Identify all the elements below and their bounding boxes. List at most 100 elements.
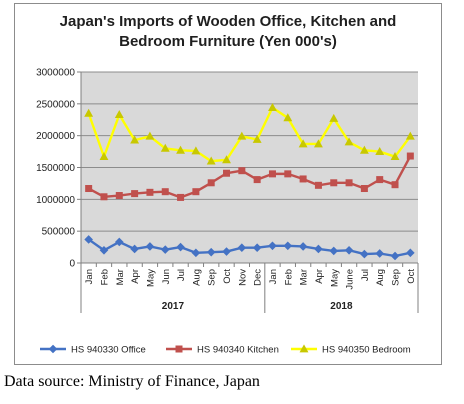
data-point: [268, 170, 276, 178]
x-tick-label: June: [345, 269, 356, 290]
x-tick-label: Sep: [391, 269, 402, 286]
data-point: [145, 131, 155, 140]
data-point: [84, 235, 93, 244]
data-point: [298, 242, 308, 251]
x-tick-label: Nov: [237, 269, 248, 286]
data-point: [237, 243, 247, 253]
data-point: [376, 176, 384, 184]
data-point: [176, 242, 185, 252]
x-tick-label: Jun: [161, 269, 172, 284]
data-point: [160, 245, 170, 254]
x-tick-label: Aug: [191, 269, 202, 286]
data-point: [359, 145, 369, 154]
data-point: [268, 241, 277, 251]
legend: HS 940330 Office HS 940340 Kitchen HS 9403…: [40, 344, 411, 356]
y-tick-label: 500000: [42, 227, 76, 238]
x-tick-label: May: [329, 269, 340, 287]
legend-item: HS 940350 Bedroom: [291, 344, 411, 356]
data-point: [222, 155, 231, 164]
x-tick-label: Oct: [222, 269, 233, 284]
year-group-label: 2017: [162, 301, 185, 312]
data-point: [283, 241, 293, 251]
data-point: [130, 135, 140, 144]
data-point: [375, 249, 385, 258]
data-point: [360, 249, 369, 259]
x-tick-label: May: [145, 269, 156, 287]
x-tick-label: Oct: [406, 269, 417, 284]
series-layer: [84, 103, 415, 261]
data-point: [329, 246, 339, 256]
data-point: [99, 245, 109, 255]
chart-title: Japan's Imports of Wooden Office, Kitche…: [14, 12, 442, 52]
chart-title-line-1: Japan's Imports of Wooden Office, Kitche…: [59, 13, 397, 30]
legend-label: HS 940350 Bedroom: [322, 345, 411, 356]
data-point: [345, 179, 353, 187]
data-point: [223, 169, 231, 177]
x-tick-label: Mar: [299, 269, 310, 285]
legend-label: HS 940340 Kitchen: [197, 345, 279, 356]
x-tick-label: Mar: [115, 269, 126, 285]
year-group-label: 2018: [330, 301, 353, 312]
data-point: [114, 237, 124, 247]
legend-item: HS 940330 Office: [40, 345, 146, 356]
data-point: [344, 137, 354, 146]
data-point: [145, 242, 155, 251]
y-tick-label: 1000000: [36, 195, 75, 206]
x-tick-label: Sep: [207, 269, 218, 286]
data-point: [299, 175, 307, 183]
data-point: [160, 143, 170, 152]
data-point: [85, 185, 93, 193]
data-point: [360, 185, 368, 193]
data-point: [161, 188, 169, 196]
data-point: [314, 244, 323, 254]
data-point: [329, 113, 339, 122]
legend-label: HS 940330 Office: [71, 345, 146, 356]
x-tick-label: Jul: [360, 269, 371, 281]
legend-item: HS 940340 Kitchen: [166, 345, 279, 356]
y-tick-label: 1500000: [36, 163, 75, 174]
data-point: [131, 190, 139, 198]
chart-title-line-2: Bedroom Furniture (Yen 000's): [119, 33, 337, 50]
data-point: [222, 247, 231, 256]
plot-layer: [81, 71, 418, 263]
axis-layer: 0 500000 1000000 1500000 2000000 2500000 30000…: [36, 68, 419, 313]
data-point: [99, 152, 109, 161]
data-point: [391, 181, 399, 189]
data-point: [344, 245, 354, 255]
data-point: [252, 243, 262, 253]
data-point: [299, 344, 309, 353]
data-point: [298, 139, 308, 148]
data-point: [206, 247, 216, 257]
series-line: [88, 155, 412, 199]
x-tick-label: Jan: [84, 269, 95, 284]
data-point: [115, 192, 123, 200]
data-point: [48, 344, 58, 354]
x-tick-label: Apr: [130, 269, 141, 284]
data-point: [100, 193, 108, 201]
data-point: [206, 156, 216, 165]
data-point: [283, 113, 293, 122]
x-tick-label: Jul: [176, 269, 187, 281]
series-3: [84, 103, 415, 165]
data-point: [175, 345, 183, 353]
data-point: [177, 193, 185, 201]
data-point: [253, 176, 261, 184]
data-point: [84, 108, 94, 117]
data-point: [146, 188, 154, 196]
x-tick-label: Feb: [99, 269, 110, 285]
series-2: [85, 152, 414, 201]
series-1: [84, 235, 415, 261]
x-tick-label: Aug: [375, 269, 386, 286]
y-tick-label: 3000000: [36, 68, 75, 79]
data-point: [330, 179, 338, 187]
data-point: [207, 179, 215, 187]
data-point: [405, 131, 415, 140]
data-point: [406, 152, 414, 160]
data-point: [284, 170, 292, 178]
data-point: [406, 248, 415, 258]
series-line: [87, 238, 411, 258]
data-point: [114, 110, 124, 119]
data-point: [314, 181, 322, 189]
data-point: [176, 145, 186, 154]
